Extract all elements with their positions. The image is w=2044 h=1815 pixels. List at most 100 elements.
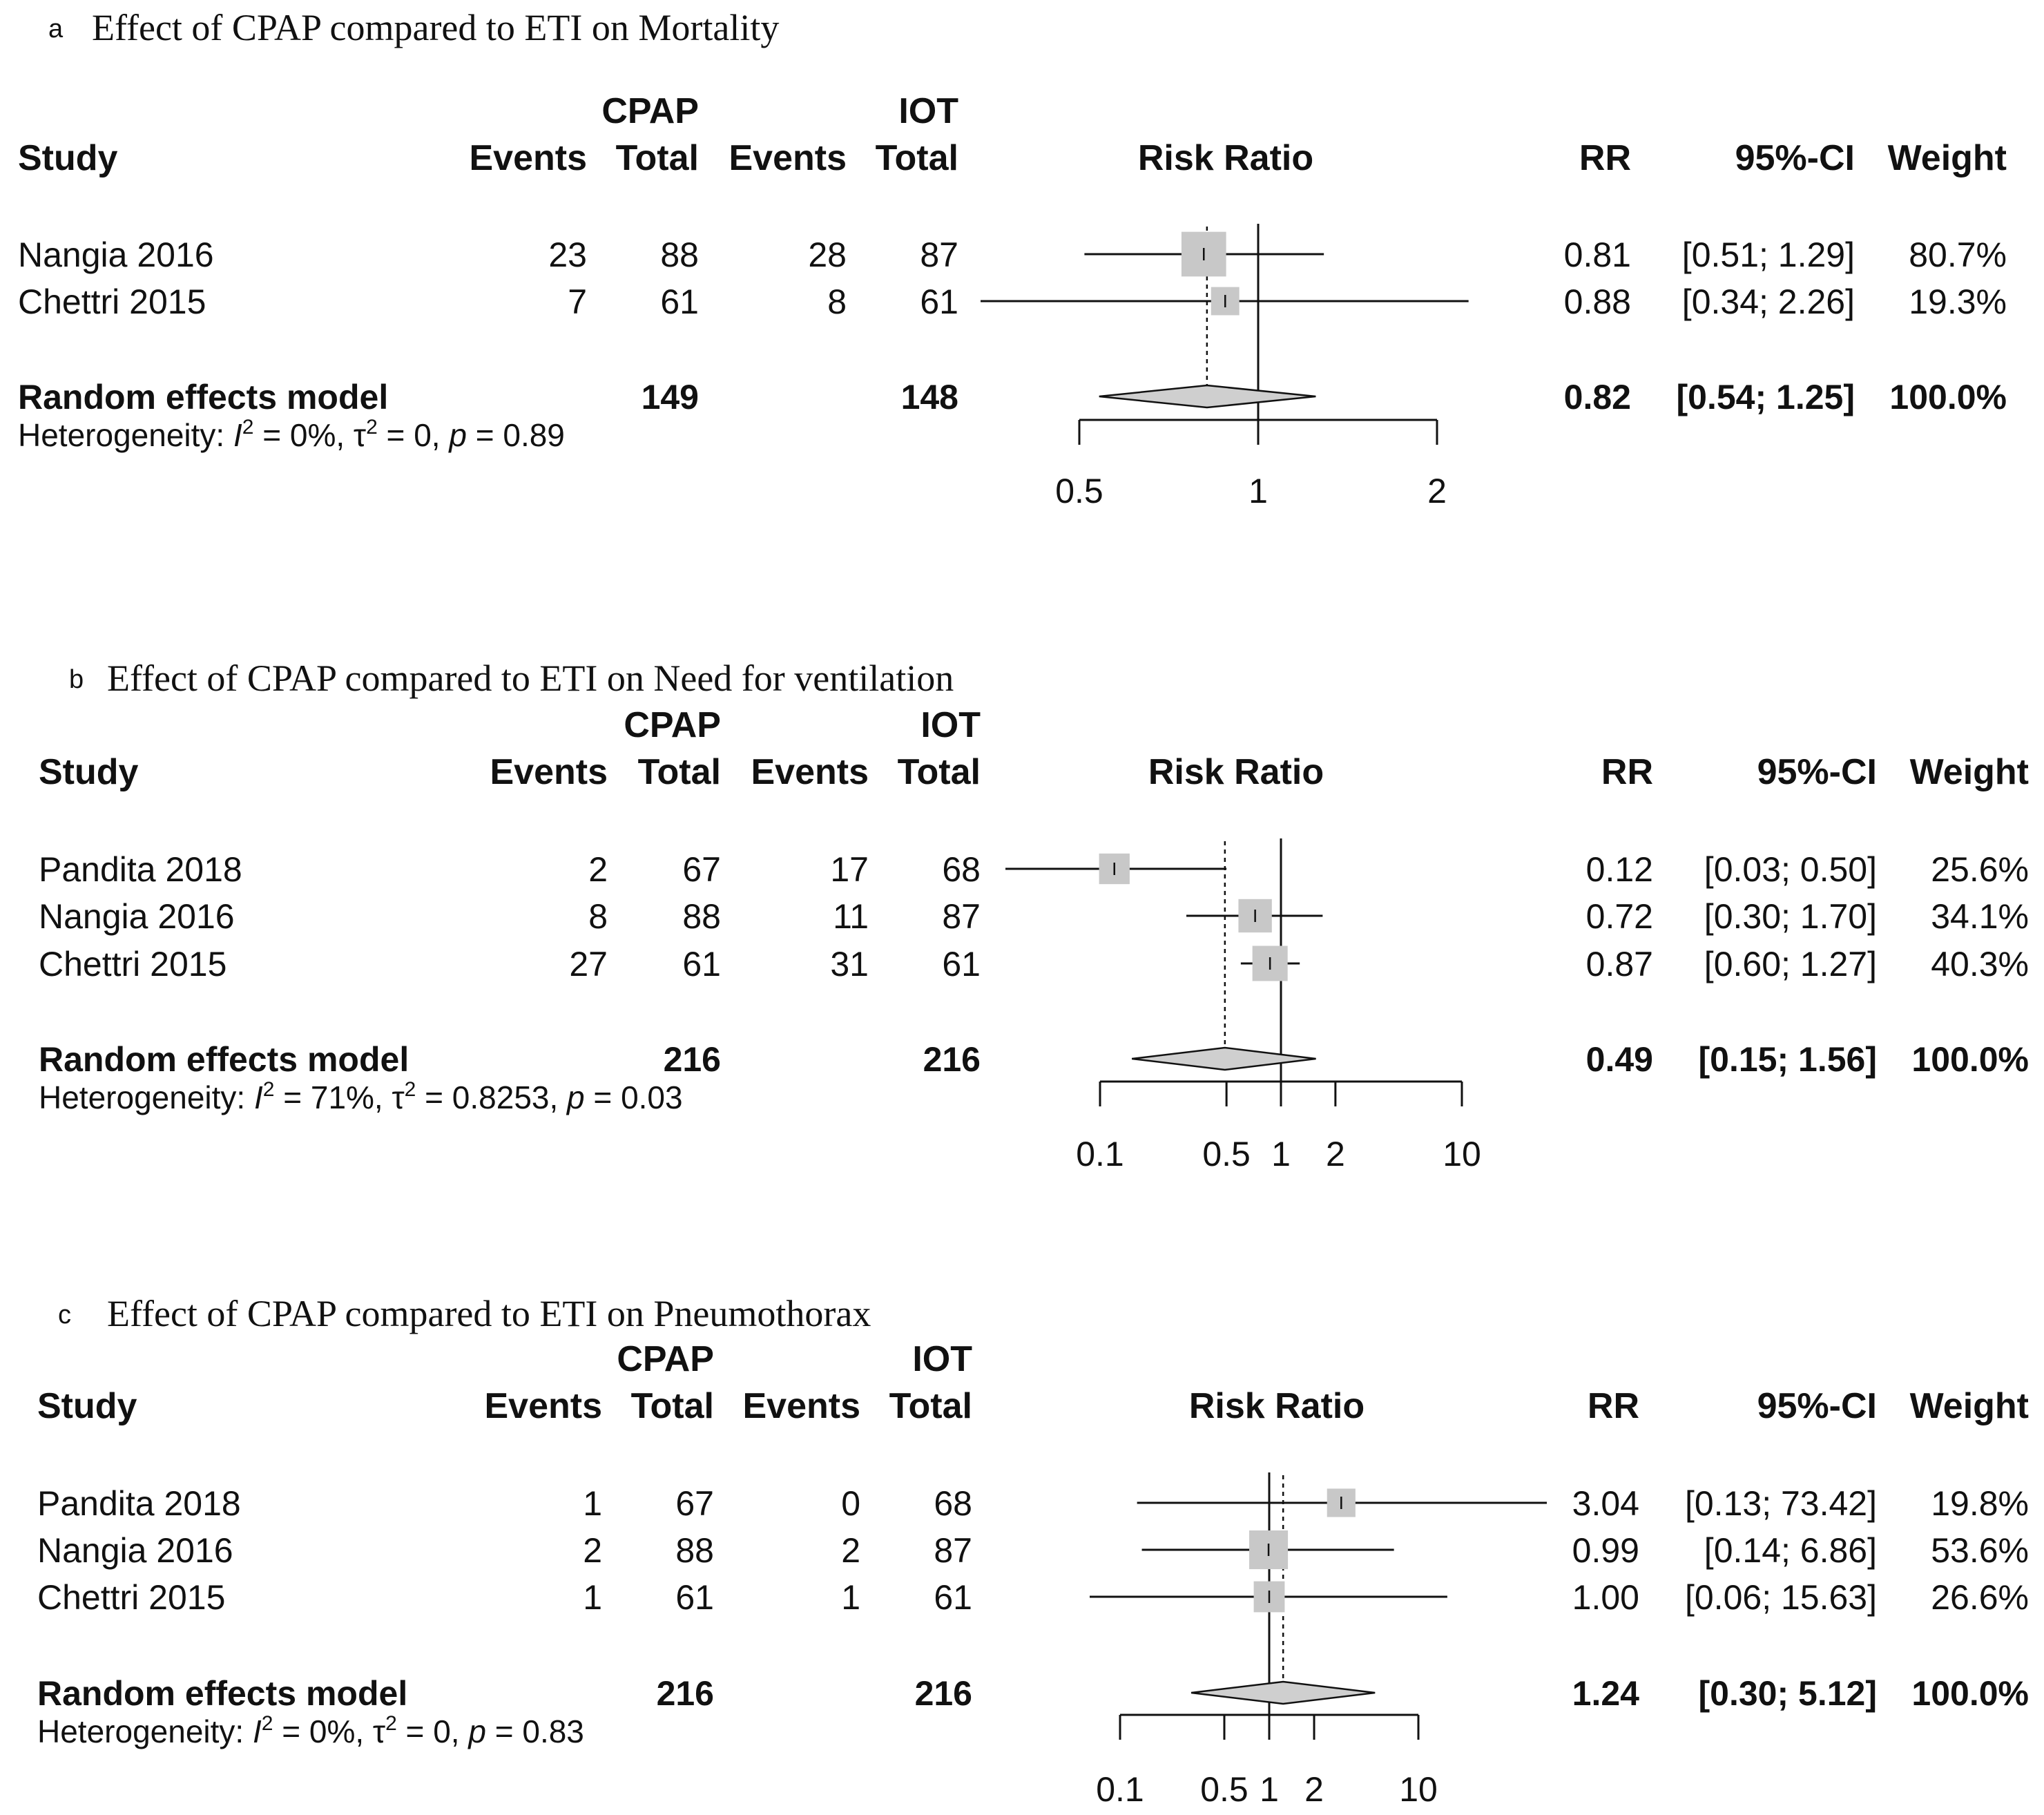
study-name: Chettri 2015 <box>18 282 206 321</box>
header-events-cpap: Events <box>484 1386 602 1426</box>
pooled-weight: 100.0% <box>1911 1040 2029 1079</box>
pooled-diamond <box>1131 1046 1316 1071</box>
study-total-iot: 68 <box>934 1484 972 1523</box>
study-weight: 80.7% <box>1909 236 2007 274</box>
heterogeneity-text: Heterogeneity: I2 = 0%, τ2 = 0, p = 0.83 <box>37 1712 584 1749</box>
pooled-diamond <box>1190 1680 1376 1705</box>
study-ci: [0.34; 2.26] <box>1682 282 1855 321</box>
x-tick-label: 10 <box>1443 1135 1481 1173</box>
study-ci: [0.03; 0.50] <box>1704 850 1877 889</box>
study-events-iot: 28 <box>808 236 847 274</box>
header-risk-ratio: Risk Ratio <box>1138 138 1313 178</box>
panel-letter: a <box>48 15 64 44</box>
header-total-iot: Total <box>898 752 981 792</box>
study-total-iot: 87 <box>920 236 958 274</box>
header-total-iot: Total <box>876 138 958 178</box>
pooled-total-iot: 216 <box>923 1040 981 1079</box>
pooled-total-cpap: 216 <box>657 1674 714 1713</box>
header-total-cpap: Total <box>631 1386 714 1426</box>
x-tick-label: 0.1 <box>1076 1135 1124 1173</box>
header-risk-ratio: Risk Ratio <box>1189 1386 1365 1426</box>
study-name: Nangia 2016 <box>39 897 235 936</box>
study-rr: 1.00 <box>1572 1578 1639 1617</box>
study-ci: [0.30; 1.70] <box>1704 897 1877 936</box>
study-ci: [0.14; 6.86] <box>1704 1531 1877 1570</box>
header-cpap: CPAP <box>601 91 699 131</box>
pooled-ci: [0.54; 1.25] <box>1677 378 1855 416</box>
header-total-cpap: Total <box>638 752 721 792</box>
x-tick-label: 1 <box>1260 1770 1279 1809</box>
heterogeneity-text: Heterogeneity: I2 = 0%, τ2 = 0, p = 0.89 <box>18 416 565 453</box>
study-total-cpap: 61 <box>675 1578 714 1617</box>
study-rr: 0.99 <box>1572 1531 1639 1570</box>
header-total-iot: Total <box>889 1386 972 1426</box>
study-ci: [0.60; 1.27] <box>1704 945 1877 983</box>
study-total-cpap: 88 <box>660 236 699 274</box>
header-events-iot: Events <box>742 1386 860 1426</box>
study-name: Pandita 2018 <box>39 850 242 889</box>
study-events-cpap: 7 <box>568 282 587 321</box>
study-total-cpap: 67 <box>682 850 721 889</box>
header-weight: Weight <box>1910 752 2029 792</box>
study-weight: 34.1% <box>1931 897 2029 936</box>
study-rr: 0.72 <box>1586 897 1653 936</box>
study-weight: 53.6% <box>1931 1531 2029 1570</box>
panel-letter: b <box>69 665 84 694</box>
x-tick-label: 2 <box>1427 472 1447 510</box>
x-tick-label: 0.5 <box>1055 472 1103 510</box>
study-ci: [0.13; 73.42] <box>1685 1484 1877 1523</box>
study-events-iot: 31 <box>830 945 869 983</box>
study-total-cpap: 88 <box>682 897 721 936</box>
pooled-weight: 100.0% <box>1911 1674 2029 1713</box>
study-total-cpap: 61 <box>682 945 721 983</box>
pooled-rr: 0.82 <box>1564 378 1631 416</box>
pooled-rr: 1.24 <box>1572 1674 1640 1713</box>
x-tick-label: 0.5 <box>1202 1135 1251 1173</box>
header-iot: IOT <box>912 1339 972 1379</box>
panel-title: Effect of CPAP compared to ETI on Pneumo… <box>107 1293 871 1334</box>
study-events-cpap: 2 <box>588 850 608 889</box>
header-events-iot: Events <box>729 138 847 178</box>
study-ci: [0.06; 15.63] <box>1685 1578 1877 1617</box>
header-events-cpap: Events <box>490 752 608 792</box>
study-events-cpap: 2 <box>583 1531 602 1570</box>
study-events-iot: 2 <box>841 1531 860 1570</box>
forest-panel-b: b Effect of CPAP compared to ETI on Need … <box>39 657 2029 1173</box>
header-events-cpap: Events <box>469 138 587 178</box>
study-total-cpap: 88 <box>675 1531 714 1570</box>
study-ci: [0.51; 1.29] <box>1682 236 1855 274</box>
study-events-cpap: 27 <box>569 945 608 983</box>
study-total-iot: 87 <box>942 897 981 936</box>
header-total-cpap: Total <box>616 138 699 178</box>
header-study: Study <box>39 752 139 792</box>
study-weight: 26.6% <box>1931 1578 2029 1617</box>
study-weight: 19.3% <box>1909 282 2007 321</box>
pooled-total-cpap: 149 <box>642 378 699 416</box>
study-weight: 40.3% <box>1931 945 2029 983</box>
study-rr: 0.81 <box>1564 236 1631 274</box>
study-total-iot: 61 <box>942 945 981 983</box>
pooled-diamond <box>1099 384 1316 409</box>
x-tick-label: 0.1 <box>1096 1770 1144 1809</box>
pooled-total-iot: 216 <box>915 1674 972 1713</box>
study-name: Chettri 2015 <box>39 945 226 983</box>
pooled-rr: 0.49 <box>1586 1040 1653 1079</box>
header-ci: 95%-CI <box>1735 138 1855 178</box>
study-events-cpap: 1 <box>583 1484 602 1523</box>
study-name: Nangia 2016 <box>18 236 214 274</box>
x-tick-label: 1 <box>1248 472 1268 510</box>
forest-panel-a: a Effect of CPAP compared to ETI on Morta… <box>18 7 2007 510</box>
study-events-iot: 17 <box>830 850 869 889</box>
panel-title: Effect of CPAP compared to ETI on Need f… <box>107 657 954 699</box>
header-weight: Weight <box>1888 138 2007 178</box>
study-weight: 19.8% <box>1931 1484 2029 1523</box>
header-ci: 95%-CI <box>1757 1386 1877 1426</box>
pooled-ci: [0.15; 1.56] <box>1699 1040 1877 1079</box>
header-ci: 95%-CI <box>1757 752 1877 792</box>
study-rr: 3.04 <box>1572 1484 1639 1523</box>
study-total-cpap: 67 <box>675 1484 714 1523</box>
header-study: Study <box>37 1386 137 1426</box>
header-iot: IOT <box>920 705 981 745</box>
study-name: Chettri 2015 <box>37 1578 225 1617</box>
